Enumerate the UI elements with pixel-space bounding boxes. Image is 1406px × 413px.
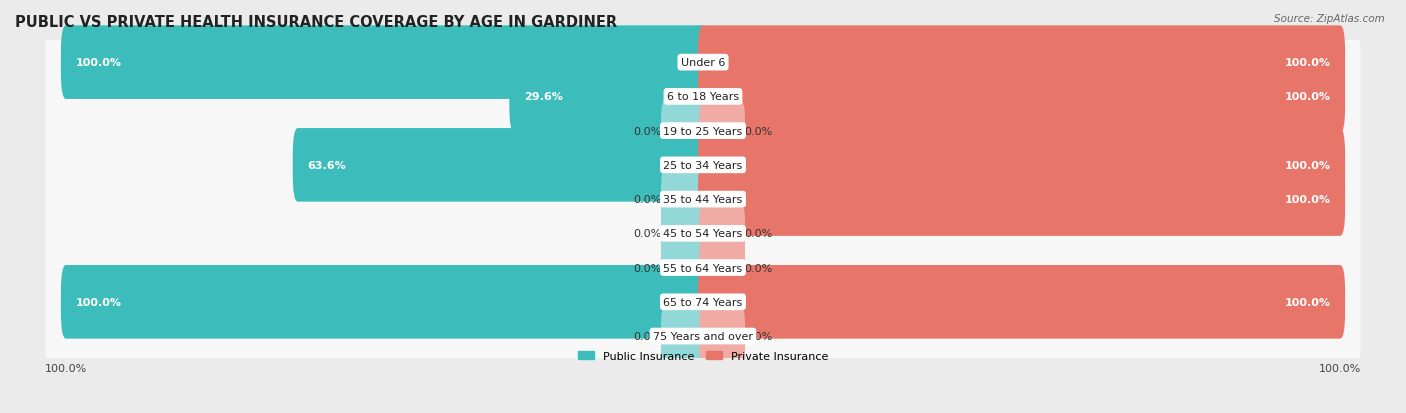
FancyBboxPatch shape — [697, 266, 1346, 339]
Text: 0.0%: 0.0% — [633, 126, 662, 136]
Text: 100.0%: 100.0% — [1285, 161, 1330, 171]
FancyBboxPatch shape — [45, 280, 1361, 393]
Text: 100.0%: 100.0% — [76, 58, 121, 68]
Text: 0.0%: 0.0% — [744, 126, 773, 136]
Text: 75 Years and over: 75 Years and over — [652, 331, 754, 341]
Text: 0.0%: 0.0% — [744, 229, 773, 239]
FancyBboxPatch shape — [292, 129, 709, 202]
FancyBboxPatch shape — [697, 26, 1346, 100]
FancyBboxPatch shape — [699, 306, 745, 366]
Text: 100.0%: 100.0% — [1285, 58, 1330, 68]
Text: 19 to 25 Years: 19 to 25 Years — [664, 126, 742, 136]
Text: 0.0%: 0.0% — [744, 263, 773, 273]
FancyBboxPatch shape — [661, 102, 707, 161]
Text: 100.0%: 100.0% — [76, 297, 121, 307]
FancyBboxPatch shape — [697, 129, 1346, 202]
FancyBboxPatch shape — [60, 26, 709, 100]
Text: PUBLIC VS PRIVATE HEALTH INSURANCE COVERAGE BY AGE IN GARDINER: PUBLIC VS PRIVATE HEALTH INSURANCE COVER… — [15, 15, 617, 30]
FancyBboxPatch shape — [661, 170, 707, 230]
FancyBboxPatch shape — [699, 102, 745, 161]
FancyBboxPatch shape — [697, 163, 1346, 236]
Text: 29.6%: 29.6% — [524, 92, 562, 102]
Text: Under 6: Under 6 — [681, 58, 725, 68]
FancyBboxPatch shape — [45, 246, 1361, 358]
Text: 6 to 18 Years: 6 to 18 Years — [666, 92, 740, 102]
FancyBboxPatch shape — [699, 204, 745, 263]
FancyBboxPatch shape — [45, 7, 1361, 119]
Text: 25 to 34 Years: 25 to 34 Years — [664, 161, 742, 171]
Text: 0.0%: 0.0% — [633, 263, 662, 273]
Text: 35 to 44 Years: 35 to 44 Years — [664, 195, 742, 204]
FancyBboxPatch shape — [699, 238, 745, 298]
Text: 65 to 74 Years: 65 to 74 Years — [664, 297, 742, 307]
Legend: Public Insurance, Private Insurance: Public Insurance, Private Insurance — [574, 347, 832, 366]
FancyBboxPatch shape — [60, 266, 709, 339]
Text: 0.0%: 0.0% — [633, 229, 662, 239]
Text: 55 to 64 Years: 55 to 64 Years — [664, 263, 742, 273]
Text: 100.0%: 100.0% — [1285, 195, 1330, 204]
Text: 45 to 54 Years: 45 to 54 Years — [664, 229, 742, 239]
FancyBboxPatch shape — [661, 306, 707, 366]
FancyBboxPatch shape — [45, 75, 1361, 188]
Text: 0.0%: 0.0% — [633, 331, 662, 341]
Text: 63.6%: 63.6% — [308, 161, 346, 171]
FancyBboxPatch shape — [45, 109, 1361, 222]
FancyBboxPatch shape — [45, 177, 1361, 290]
FancyBboxPatch shape — [509, 60, 709, 134]
FancyBboxPatch shape — [661, 238, 707, 298]
Text: 0.0%: 0.0% — [633, 195, 662, 204]
FancyBboxPatch shape — [661, 204, 707, 263]
Text: 0.0%: 0.0% — [744, 331, 773, 341]
FancyBboxPatch shape — [45, 211, 1361, 325]
FancyBboxPatch shape — [45, 40, 1361, 154]
FancyBboxPatch shape — [45, 143, 1361, 256]
Text: 100.0%: 100.0% — [1285, 92, 1330, 102]
FancyBboxPatch shape — [697, 60, 1346, 134]
Text: Source: ZipAtlas.com: Source: ZipAtlas.com — [1274, 14, 1385, 24]
Text: 100.0%: 100.0% — [1285, 297, 1330, 307]
